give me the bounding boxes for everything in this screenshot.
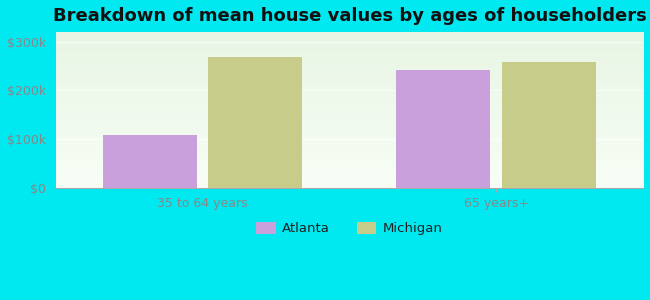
Bar [103, 135, 197, 188]
Bar [396, 70, 490, 188]
Bar [502, 62, 596, 188]
Legend: Atlanta, Michigan: Atlanta, Michigan [251, 217, 448, 241]
Bar [502, 62, 596, 188]
Bar [103, 135, 197, 188]
Bar [209, 57, 302, 188]
Bar [396, 70, 490, 188]
Title: Breakdown of mean house values by ages of householders: Breakdown of mean house values by ages o… [53, 7, 646, 25]
Bar [209, 57, 302, 188]
